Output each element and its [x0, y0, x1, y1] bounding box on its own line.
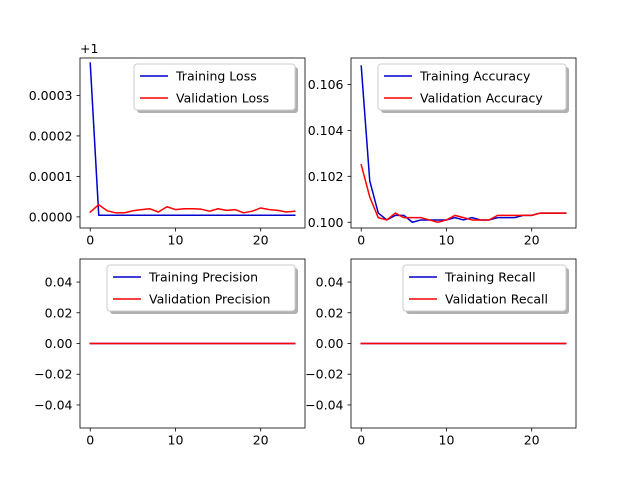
y-tick-label: −0.02: [305, 367, 343, 382]
y-tick-label: 0.0003: [29, 88, 73, 103]
subplot-1: 0 10 20 0.0000 0.0001 0.0002 0.0003 +1 Training …: [29, 41, 306, 248]
subplot-3: 0 10 20 −0.04 −0.02 0.00 0.02 0.04 Training Prec…: [34, 258, 306, 448]
x-tick-label: 0: [86, 433, 94, 448]
y-tick-label: 0.02: [45, 305, 73, 320]
legend-label-2: Validation Recall: [445, 292, 548, 307]
x-tick-label: 20: [253, 233, 269, 248]
legend-label-1: Training Accuracy: [419, 69, 531, 84]
series-line-2: [360, 163, 567, 224]
series-line-1: [89, 62, 296, 216]
y-tick-label: 0.04: [45, 275, 73, 290]
series-group: [89, 62, 296, 216]
y-tick-label: 0.04: [316, 275, 344, 290]
legend: Training Recall Validation Recall: [402, 264, 569, 314]
legend: Training Loss Validation Loss: [133, 63, 298, 113]
y-tick-label: 0.104: [308, 123, 344, 138]
x-tick-label: 20: [524, 233, 540, 248]
y-tick-label: 0.102: [308, 169, 344, 184]
legend-label-1: Training Recall: [444, 270, 536, 285]
legend-box: [377, 63, 567, 111]
y-tick-label: −0.02: [34, 367, 72, 382]
y-tick-label: 0.00: [45, 336, 73, 351]
legend: Training Precision Validation Precision: [106, 264, 298, 314]
legend-box: [402, 264, 567, 312]
x-tick-label: 10: [439, 233, 455, 248]
legend-label-1: Training Precision: [148, 270, 258, 285]
subplot-2: 0 10 20 0.100 0.102 0.104 0.106 Training Accura…: [308, 57, 577, 248]
y-tick-label: 0.0001: [29, 169, 73, 184]
y-offset-label: +1: [80, 41, 98, 56]
x-tick-label: 10: [168, 233, 184, 248]
y-tick-label: −0.04: [305, 397, 343, 412]
x-tick-label: 10: [168, 433, 184, 448]
x-tick-label: 0: [357, 433, 365, 448]
y-tick-label: 0.106: [308, 77, 344, 92]
legend: Training Accuracy Validation Accuracy: [377, 63, 569, 113]
legend-label-2: Validation Precision: [149, 292, 270, 307]
y-tick-label: 0.00: [316, 336, 344, 351]
legend-box: [106, 264, 296, 312]
legend-label-2: Validation Accuracy: [420, 91, 543, 106]
x-tick-label: 20: [253, 433, 269, 448]
axes-frame: [79, 57, 306, 229]
y-tick-label: −0.04: [34, 397, 72, 412]
y-tick-label: 0.02: [316, 305, 344, 320]
y-tick-label: 0.0002: [29, 128, 73, 143]
subplot-4: 0 10 20 −0.04 −0.02 0.00 0.02 0.04 Training Reca…: [305, 258, 577, 448]
axes-frame: [350, 57, 577, 229]
legend-box: [133, 63, 296, 111]
series-group: [360, 65, 567, 224]
x-tick-label: 10: [439, 433, 455, 448]
series-line-2: [89, 203, 296, 214]
x-tick-label: 0: [86, 233, 94, 248]
y-tick-label: 0.0000: [29, 209, 73, 224]
y-tick-label: 0.100: [308, 215, 344, 230]
legend-label-1: Training Loss: [175, 69, 257, 84]
x-tick-label: 0: [357, 233, 365, 248]
legend-label-2: Validation Loss: [176, 91, 269, 106]
x-tick-label: 20: [524, 433, 540, 448]
